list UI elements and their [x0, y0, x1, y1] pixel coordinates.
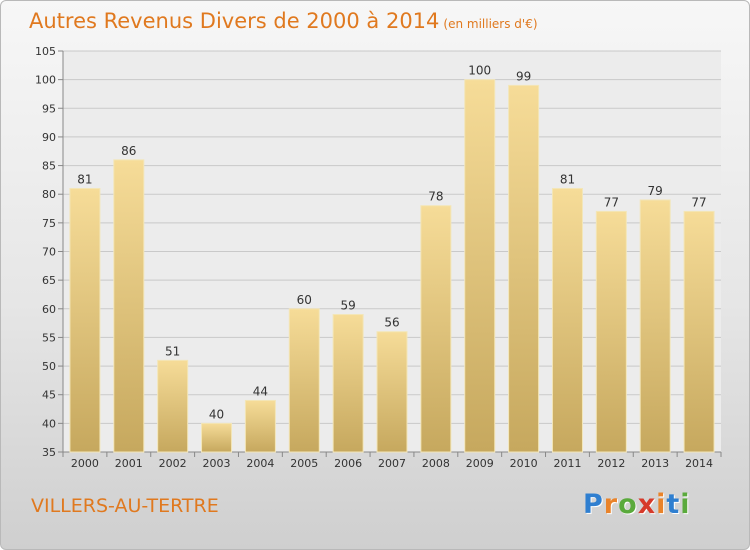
- x-tick-label: 2006: [334, 457, 362, 470]
- bar-value-label: 44: [253, 384, 268, 398]
- bar-value-label: 81: [560, 172, 575, 186]
- y-tick-label: 95: [42, 102, 56, 115]
- bar-value-label: 86: [121, 144, 136, 158]
- bar: [464, 79, 496, 453]
- bar: [639, 199, 671, 453]
- x-tick-label: 2002: [159, 457, 187, 470]
- bar-value-label: 40: [209, 407, 224, 421]
- y-tick-label: 50: [42, 360, 56, 373]
- bar: [157, 359, 189, 453]
- bar-value-label: 56: [384, 316, 399, 330]
- bar: [420, 205, 452, 453]
- logo-letter: x: [637, 489, 657, 520]
- bar-value-label: 81: [77, 172, 92, 186]
- town-name: VILLERS-AU-TERTRE: [31, 495, 219, 517]
- logo-letter: i: [656, 489, 667, 520]
- bar: [113, 159, 145, 453]
- bar-value-label: 99: [516, 69, 531, 83]
- logo-letter: r: [603, 489, 619, 520]
- logo-letter: t: [666, 489, 681, 520]
- y-tick-label: 75: [42, 217, 56, 230]
- bar-value-label: 51: [165, 344, 180, 358]
- bar-value-label: 78: [428, 190, 443, 204]
- x-tick-label: 2007: [378, 457, 406, 470]
- x-tick-label: 2009: [466, 457, 494, 470]
- bar-value-label: 100: [468, 64, 491, 78]
- bar-value-label: 59: [340, 299, 355, 313]
- bar: [332, 314, 364, 453]
- logo-letter: i: [680, 489, 691, 520]
- title-unit: (en milliers d'€): [443, 17, 538, 31]
- x-tick-label: 2004: [246, 457, 274, 470]
- x-tick-label: 2012: [597, 457, 625, 470]
- bar: [508, 84, 540, 453]
- bar: [288, 308, 320, 453]
- title-text: Autres Revenus Divers de 2000 à 2014: [29, 9, 440, 33]
- bar: [595, 210, 627, 453]
- bar: [69, 187, 101, 453]
- x-tick-label: 2008: [422, 457, 450, 470]
- y-tick-label: 70: [42, 246, 56, 259]
- bar: [201, 422, 233, 453]
- y-tick-label: 80: [42, 188, 56, 201]
- bar: [683, 210, 715, 453]
- bar-value-label: 60: [297, 293, 312, 307]
- y-tick-label: 45: [42, 389, 56, 402]
- y-tick-label: 35: [42, 446, 56, 459]
- y-tick-label: 90: [42, 131, 56, 144]
- bar: [244, 399, 276, 453]
- logo-letter: P: [583, 489, 604, 520]
- y-tick-label: 85: [42, 160, 56, 173]
- chart-title: Autres Revenus Divers de 2000 à 2014 (en …: [29, 9, 538, 33]
- bar-value-label: 79: [648, 184, 663, 198]
- y-tick-label: 65: [42, 274, 56, 287]
- x-tick-label: 2003: [203, 457, 231, 470]
- y-tick-label: 100: [35, 74, 56, 87]
- bar-value-label: 77: [604, 195, 619, 209]
- bar: [376, 331, 408, 453]
- y-tick-label: 55: [42, 331, 56, 344]
- proxiti-logo: Proxiti: [583, 489, 691, 520]
- x-tick-label: 2005: [290, 457, 318, 470]
- x-tick-label: 2013: [641, 457, 669, 470]
- x-tick-label: 2014: [685, 457, 713, 470]
- x-tick-label: 2010: [510, 457, 538, 470]
- x-tick-label: 2000: [71, 457, 99, 470]
- y-tick-label: 60: [42, 303, 56, 316]
- x-tick-label: 2001: [115, 457, 143, 470]
- y-tick-label: 40: [42, 417, 56, 430]
- bar: [551, 187, 583, 453]
- x-tick-label: 2011: [553, 457, 581, 470]
- bar-value-label: 77: [691, 195, 706, 209]
- y-tick-label: 105: [35, 45, 56, 58]
- logo-letter: o: [618, 489, 638, 520]
